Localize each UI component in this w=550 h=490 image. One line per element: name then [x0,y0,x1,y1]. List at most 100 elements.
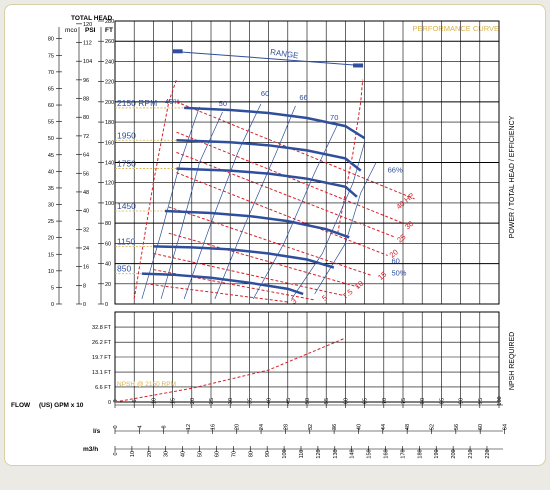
gpm-tick-label: 95 [478,398,484,404]
ls-tick-label: 32 [308,424,314,430]
ft-tick-label: 60 [105,241,111,247]
psi-tick-label: 72 [83,134,89,140]
ft-tick-label: 140 [105,161,114,167]
m3h-tick-label: 160 [384,449,390,458]
mco-tick-label: 50 [48,136,54,142]
range-marker-left [173,49,183,53]
m3h-tick-label: 30 [164,451,170,457]
m3h-tick-label: 50 [198,451,204,457]
m3h-tick-label: 80 [248,451,254,457]
rpm-label: 850 [117,264,131,274]
ls-tick-label: 4 [137,425,143,428]
ls-tick-label: 12 [186,424,192,430]
ls-tick-label: 28 [283,424,289,430]
power-label: 5 [320,293,329,303]
mco-tick-label: 35 [48,186,54,192]
ft-tick-label: 280 [105,19,114,25]
npsh-tick-label: 26.2 FT [92,340,112,346]
m3h-tick-label: 200 [451,449,457,458]
gpm-tick-label: 65 [363,398,369,404]
psi-tick-label: 32 [83,227,89,233]
m3h-tick-label: 210 [468,449,474,458]
performance-curve-title: PERFORMANCE CURVE [412,24,499,33]
ls-tick-label: 20 [235,424,241,430]
gpm-unit-label: (US) GPM x 10 [39,402,84,409]
m3h-unit-label: m3/h [83,446,98,453]
mco-tick-label: 0 [51,302,54,308]
mco-tick-label: 60 [48,103,54,109]
ft-tick-label: 80 [105,221,111,227]
mco-tick-label: 80 [48,37,54,43]
rpm-label: 2150 RPM [117,98,157,108]
ls-tick-label: 24 [259,424,265,430]
ft-tick-label: 240 [105,59,114,65]
ft-tick-label: 0 [105,302,108,308]
ft-tick-label: 200 [105,100,114,106]
npsh-curve-label: NPSH @ 2150 RPM [117,381,176,388]
m3h-tick-label: 10 [130,451,136,457]
mco-tick-label: 40 [48,169,54,175]
psi-tick-label: 96 [83,78,89,84]
gpm-tick-label: 10 [151,398,157,404]
m3h-tick-label: 40 [181,451,187,457]
efficiency-label: 60 [261,89,269,98]
efficiency-label: 40% [165,97,180,106]
rpm-label: 1950 [117,130,136,140]
mco-tick-label: 70 [48,70,54,76]
npsh-tick-label: 0 [108,400,111,406]
npsh-tick-label: 32.8 FT [92,325,112,331]
chart-card: TOTAL HEAD mco PSI FT PERFORMANCE CURVE … [4,4,546,466]
ls-tick-label: 16 [210,424,216,430]
psi-tick-label: 48 [83,190,89,196]
rpm-label: 1750 [117,159,136,169]
gpm-tick-label: 30 [228,398,234,404]
mco-tick-label: 10 [48,269,54,275]
ls-tick-label: 56 [454,424,460,430]
ft-tick-label: 160 [105,140,114,146]
m3h-tick-label: 0 [113,452,119,455]
power-label: 7.5 [341,287,355,301]
psi-tick-label: 8 [83,283,86,289]
psi-tick-label: 40 [83,209,89,215]
mco-tick-label: 45 [48,153,54,159]
m3h-tick-label: 120 [316,449,322,458]
psi-tick-label: 16 [83,265,89,271]
gpm-tick-label: 5 [132,399,138,402]
psi-tick-label: 104 [83,59,92,65]
power-axis-label: POWER / TOTAL HEAD / EFFICIENCY [509,115,516,238]
m3h-tick-label: 60 [214,451,220,457]
range-marker-right [353,63,363,67]
psi-tick-label: 24 [83,246,89,252]
ls-tick-label: 52 [429,424,435,430]
power-label: 10 [353,279,365,291]
performance-chart: TOTAL HEAD mco PSI FT PERFORMANCE CURVE … [5,5,545,465]
m3h-tick-label: 190 [434,449,440,458]
psi-tick-label: 80 [83,115,89,121]
m3h-tick-label: 90 [265,451,271,457]
m3h-tick-label: 130 [333,449,339,458]
efficiency-curve [253,124,337,299]
gpm-tick-label: 80 [420,398,426,404]
ls-tick-label: 60 [478,424,484,430]
gpm-tick-label: 25 [209,398,215,404]
flow-label: FLOW [11,402,31,409]
efficiency-label: 66% [388,166,403,175]
power-label: 40 HP [394,191,416,211]
ft-tick-label: 40 [105,262,111,268]
mco-tick-label: 20 [48,236,54,242]
gpm-tick-label: 100 [497,396,503,405]
psi-unit-label: PSI [85,27,96,34]
efficiency-label: 66 [299,93,307,102]
gpm-tick-label: 75 [401,398,407,404]
gpm-tick-label: 90 [459,398,465,404]
ft-tick-label: 180 [105,120,114,126]
psi-tick-label: 88 [83,97,89,103]
m3h-tick-label: 100 [282,449,288,458]
range-label: RANGE [270,47,299,60]
mco-tick-label: 65 [48,86,54,92]
m3h-tick-label: 140 [350,449,356,458]
efficiency-label: 50% [391,269,406,278]
psi-tick-label: 56 [83,171,89,177]
mco-unit-label: mco [65,27,78,34]
ls-tick-label: 40 [356,424,362,430]
